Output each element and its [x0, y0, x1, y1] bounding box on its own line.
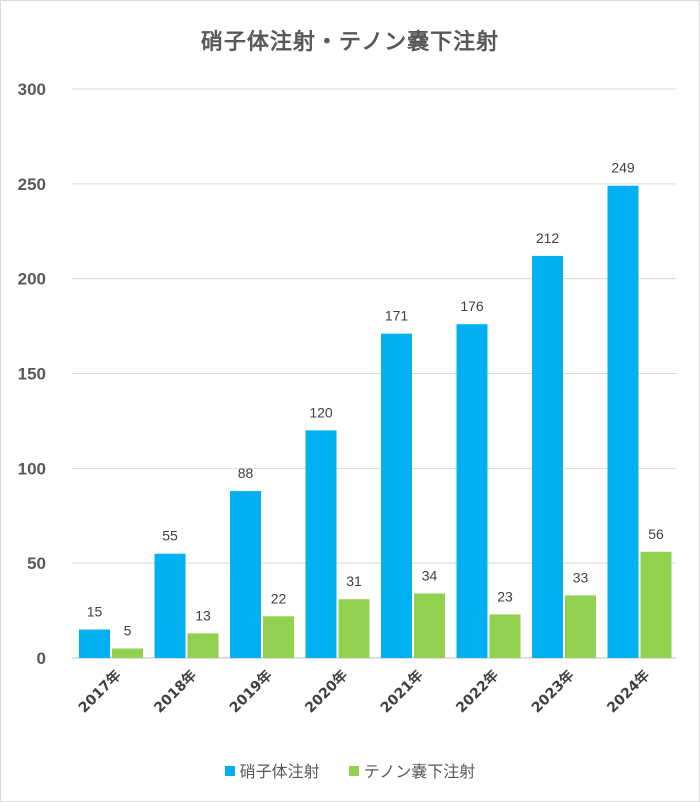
bar-series-2: [489, 614, 521, 658]
data-label: 55: [162, 528, 178, 544]
x-tick-label: 2020年: [302, 667, 351, 716]
legend-label-series-2: テノン嚢下注射: [363, 762, 476, 781]
data-label: 171: [385, 308, 409, 324]
data-label: 23: [497, 588, 513, 604]
data-label: 31: [346, 573, 362, 589]
y-tick-label: 200: [18, 270, 46, 289]
y-tick-label: 300: [18, 80, 46, 99]
data-label: 22: [271, 590, 287, 606]
chart-legend: 硝子体注射 テノン嚢下注射: [0, 758, 700, 782]
y-tick-label: 250: [18, 175, 46, 194]
x-tick-label: 2024年: [604, 667, 653, 716]
y-tick-label: 50: [27, 554, 46, 573]
bar-series-2: [640, 551, 672, 658]
bar-series-2: [565, 595, 596, 658]
x-tick-label: 2022年: [453, 667, 502, 716]
x-tick-label: 2023年: [528, 667, 577, 716]
data-label: 33: [573, 569, 589, 585]
bar-series-1: [79, 629, 110, 658]
bar-series-1: [456, 324, 488, 658]
data-label: 88: [238, 465, 254, 481]
legend-item-series-1: 硝子体注射: [224, 758, 320, 782]
bar-series-2: [263, 616, 294, 658]
chart-title: 硝子体注射・テノン嚢下注射: [200, 30, 500, 55]
bar-series-2: [338, 599, 370, 658]
bar-series-2: [187, 633, 219, 658]
bar-series-1: [305, 430, 337, 658]
y-tick-label: 100: [18, 459, 46, 478]
x-tick-label: 2017年: [75, 667, 124, 716]
y-tick-label: 150: [18, 365, 46, 384]
x-tick-label: 2019年: [226, 667, 275, 716]
data-label: 249: [611, 160, 635, 176]
bar-series-1: [230, 491, 261, 658]
legend-swatch-series-2: [348, 766, 359, 776]
bar-series-1: [381, 333, 412, 658]
x-tick-label: 2021年: [377, 667, 426, 716]
legend-item-series-2: テノン嚢下注射: [348, 758, 476, 782]
data-label: 120: [309, 404, 333, 420]
data-label: 15: [87, 604, 103, 620]
bar-series-2: [112, 648, 143, 658]
legend-label-series-1: 硝子体注射: [239, 762, 320, 781]
bar-series-1: [607, 185, 639, 659]
data-label: 56: [648, 526, 664, 542]
bar-series-1: [532, 255, 563, 658]
data-label: 5: [124, 623, 132, 639]
bar-series-1: [154, 553, 186, 658]
data-label: 34: [422, 568, 438, 584]
data-label: 176: [460, 298, 484, 314]
x-tick-label: 2018年: [151, 667, 200, 716]
data-label: 13: [195, 607, 211, 623]
y-tick-label: 0: [37, 649, 46, 668]
legend-swatch-series-1: [224, 766, 235, 776]
data-label: 212: [536, 230, 560, 246]
bar-series-2: [414, 593, 445, 658]
